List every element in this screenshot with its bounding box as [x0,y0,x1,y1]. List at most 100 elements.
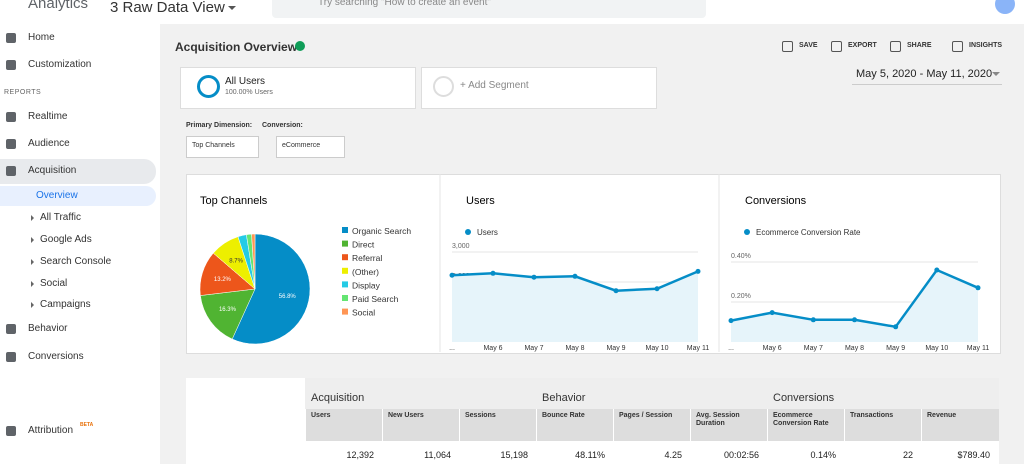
expand-arrow [31,259,37,265]
nav-icon [6,166,16,176]
pie-slice [251,233,256,290]
point [810,317,816,323]
legend-swatch [342,227,348,233]
column-header[interactable]: Pages / Session [619,412,673,419]
cell-border [382,409,383,464]
nav-icon [6,112,16,122]
nav-icon [6,33,16,43]
x-tick-label: May 8 [565,345,584,352]
table-cell: 00:02:56 [723,450,759,460]
cell-border [921,409,922,464]
conversion-select[interactable] [276,136,345,158]
conversion-value: eCommerce [282,142,321,149]
x-tick-label: May 11 [687,345,710,352]
column-header[interactable]: Ecommerce Conversion Rate [773,412,829,427]
legend-label: Social [352,308,375,318]
point [613,288,619,294]
action-button[interactable]: SHARE [907,42,932,49]
primary-label: Primary Dimension: [186,122,253,129]
point [654,286,660,292]
legend-swatch [342,308,348,315]
action-button[interactable]: SAVE [799,42,818,49]
nav-subitem[interactable]: Google Ads [40,234,92,245]
add-circle [433,76,454,97]
table-cell: 12,392 [346,450,374,460]
nav-subitem[interactable]: Social [40,278,68,289]
action-button[interactable]: INSIGHTS [969,42,1003,49]
x-tick-label: May 11 [967,345,990,352]
segment-detail: 100.00% Users [225,89,273,96]
legend-swatch [342,240,348,247]
date-range[interactable]: May 5, 2020 - May 11, 2020 [856,68,993,80]
search-box[interactable] [272,0,706,18]
date-caret [992,72,1000,80]
slice-label: 8.7% [229,259,243,265]
nav-item[interactable]: Audience [28,138,70,149]
segment-circle [197,75,220,98]
nav-item[interactable]: Attribution [28,425,74,436]
action-button[interactable]: EXPORT [848,42,877,49]
nav-item[interactable]: Acquisition [28,165,77,176]
y-tick-label: 3,000 [452,243,470,250]
area [452,271,698,342]
pie-slice [200,288,256,340]
nav-subitem[interactable]: Campaigns [40,299,91,310]
table-cell: 0.14% [810,450,836,460]
view-selector[interactable]: 3 Raw Data View [110,0,225,16]
legend-label: Ecommerce Conversion Rate [756,228,861,237]
nav-subitem[interactable]: Search Console [40,256,112,267]
cell-border [459,409,460,464]
slice-label: 13.2% [214,277,232,283]
cell-border [613,409,614,464]
table-cell: 48.11% [575,450,605,460]
sidebar [0,24,160,464]
conversion-label: Conversion: [262,122,303,129]
add-segment[interactable]: + Add Segment [460,80,529,91]
column-header[interactable]: Users [311,412,331,419]
primary-select[interactable] [186,136,259,158]
column-header[interactable]: Avg. Session Duration [696,412,740,427]
legend-label: Referral [352,253,382,263]
nav-item[interactable]: Home [28,32,55,43]
cell-border [767,409,768,464]
nav-icon [6,352,16,362]
column-header[interactable]: Transactions [850,412,894,419]
column-header[interactable]: Bounce Rate [542,412,585,419]
nav-item[interactable]: Behavior [28,323,68,334]
nav-item[interactable]: Customization [28,59,92,70]
nav-item[interactable]: Conversions [28,351,84,362]
point [531,274,537,280]
nav-item[interactable]: Realtime [28,111,68,122]
expand-arrow [31,281,37,287]
table-cell: 4.25 [664,450,682,460]
nav-icon [6,60,16,70]
nav-subitem[interactable]: All Traffic [40,212,81,223]
nav-subitem[interactable]: Overview [36,190,78,201]
point [893,324,899,330]
table-header-row [305,409,999,441]
beta-badge: BETA [80,422,94,428]
nav-icon [6,139,16,149]
table-cell: 22 [902,450,913,460]
report-title: Acquisition Overview [175,40,298,54]
action-icon [952,41,963,52]
column-header[interactable]: Revenue [927,412,957,419]
point [490,270,496,276]
column-header[interactable]: Sessions [465,412,496,419]
segment-name: All Users [225,76,266,87]
add-segment-card[interactable] [421,67,657,109]
table-cell: 15,198 [500,450,528,460]
column-header[interactable]: New Users [388,412,424,419]
x-tick-label: May 9 [606,345,625,352]
slice-label: 16.3% [219,307,237,313]
point [572,273,578,279]
x-tick-label: May 6 [483,345,502,352]
point [934,267,940,273]
x-tick-label: May 10 [646,345,669,352]
pie-slice [231,233,311,345]
cell-border [690,409,691,464]
table-group: Behavior [542,392,586,404]
search-placeholder: Try searching "How to create an event" [318,0,491,8]
avatar[interactable] [995,0,1015,14]
